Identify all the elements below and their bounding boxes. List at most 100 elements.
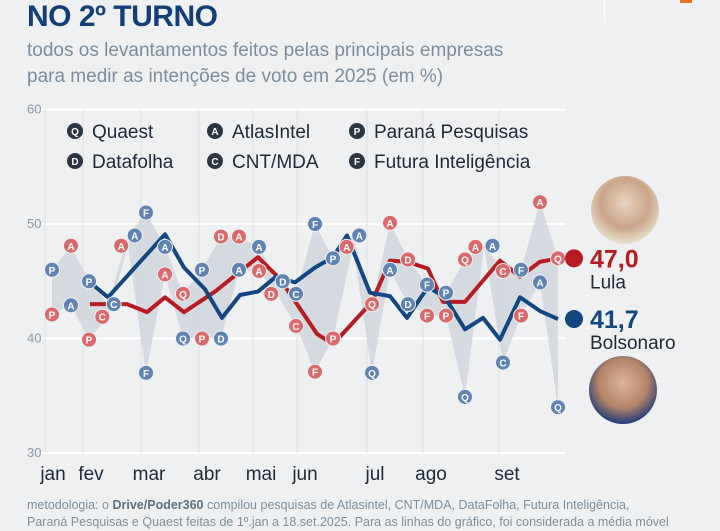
- poll-marker-letter: D: [279, 277, 286, 288]
- legend-label: Datafolha: [92, 152, 174, 173]
- poll-marker-bolsonaro: [175, 330, 191, 347]
- poll-marker-letter: P: [443, 289, 450, 300]
- legend-letter: C: [211, 157, 218, 168]
- methodology-note: metodologia: o Drive/Poder360 compilou p…: [27, 497, 669, 531]
- poll-marker-letter: P: [86, 277, 93, 288]
- note-line-1: compilou pesquisas de Atlasintel, CNT/MD…: [203, 498, 630, 512]
- poll-marker-letter: A: [536, 278, 543, 289]
- poll-marker-lula: [63, 237, 79, 254]
- divider: [604, 0, 605, 22]
- poll-marker-letter: Q: [179, 335, 187, 346]
- legend-icon: [207, 153, 223, 169]
- poll-marker-letter: F: [518, 266, 524, 277]
- poll-marker-bolsonaro: [63, 297, 79, 314]
- poll-marker-letter: A: [67, 242, 74, 253]
- note-prefix: metodologia: o: [27, 498, 113, 512]
- legend-label: Paraná Pesquisas: [374, 122, 528, 143]
- poll-marker-bolsonaro: [81, 273, 97, 290]
- poll-marker-bolsonaro: [138, 204, 154, 221]
- poll-marker-bolsonaro: [419, 276, 435, 293]
- y-tick-label: 50: [27, 216, 41, 231]
- poll-marker-bolsonaro: [325, 250, 341, 267]
- poll-marker-lula: [438, 307, 454, 324]
- poll-marker-lula: [81, 331, 97, 348]
- poll-marker-bolsonaro: [351, 227, 368, 244]
- legend-letter: F: [354, 157, 360, 168]
- poll-marker-letter: P: [49, 266, 56, 277]
- x-tick-label: set: [494, 464, 520, 485]
- poll-marker-bolsonaro: [251, 238, 267, 255]
- poll-marker-letter: A: [161, 270, 168, 281]
- poll-marker-letter: Q: [179, 290, 187, 301]
- poll-marker-lula: [251, 262, 267, 279]
- poll-marker-letter: P: [330, 254, 337, 265]
- poll-marker-letter: A: [131, 231, 138, 242]
- poll-marker-letter: A: [489, 242, 496, 253]
- legend-icon: [207, 123, 223, 139]
- poll-marker-letter: D: [404, 300, 411, 311]
- final-value: 41,7: [590, 306, 639, 334]
- legend-label: Quaest: [92, 122, 154, 143]
- poll-marker-letter: A: [386, 266, 393, 277]
- poll-marker-bolsonaro: [550, 399, 566, 416]
- poll-marker-lula: [457, 251, 473, 268]
- x-tick-label: jun: [291, 464, 317, 485]
- poll-marker-letter: A: [67, 301, 74, 312]
- poll-marker-lula: [419, 307, 435, 324]
- subtitle-line-2: para medir as intenções de voto em 2025 …: [27, 66, 444, 87]
- poll-marker-letter: C: [110, 300, 117, 311]
- legend-label: Futura Inteligência: [374, 152, 531, 173]
- end-dot-bolsonaro: [565, 310, 583, 329]
- poll-marker-letter: F: [312, 368, 318, 379]
- poll-marker-letter: D: [217, 335, 224, 346]
- poll-marker-letter: P: [49, 310, 56, 321]
- poll-marker-letter: Q: [554, 403, 562, 414]
- poll-marker-bolsonaro: [400, 296, 416, 313]
- poll-range-area: [52, 202, 558, 408]
- poll-marker-letter: A: [472, 243, 479, 254]
- poll-marker-letter: P: [330, 335, 337, 346]
- poll-marker-bolsonaro: [307, 216, 323, 232]
- poll-marker-bolsonaro: [213, 330, 229, 347]
- poll-marker-letter: P: [443, 312, 450, 323]
- x-tick-label: abr: [193, 464, 221, 485]
- poll-marker-lula: [364, 296, 380, 313]
- bolsonaro-photo: [589, 356, 657, 424]
- poll-marker-bolsonaro: [382, 261, 398, 278]
- poll-marker-letter: C: [292, 290, 299, 301]
- poll-marker-lula: [157, 266, 173, 283]
- x-tick-label: fev: [78, 464, 104, 485]
- note-source: Drive/Poder360: [112, 498, 204, 512]
- legend-icon: [67, 123, 83, 139]
- x-tick-label: mai: [246, 464, 277, 485]
- legend-icon: [67, 153, 83, 169]
- poll-marker-bolsonaro: [457, 388, 473, 405]
- poll-marker-letter: F: [424, 312, 430, 323]
- poll-marker-lula: [400, 251, 416, 268]
- poll-marker-bolsonaro: [532, 274, 548, 291]
- legend-letter: P: [354, 127, 361, 138]
- x-tick-label: jul: [364, 464, 384, 485]
- poll-marker-letter: C: [99, 313, 106, 324]
- poll-marker-bolsonaro: [194, 261, 210, 278]
- series-line-lula: [90, 255, 559, 347]
- poll-marker-lula: [513, 307, 529, 324]
- y-tick-label: 30: [27, 445, 41, 460]
- lula-photo: [591, 176, 659, 244]
- poll-marker-lula: [307, 363, 323, 380]
- poll-marker-bolsonaro: [105, 296, 122, 313]
- poll-marker-letter: D: [217, 233, 224, 244]
- legend-letter: Q: [71, 127, 79, 138]
- poll-marker-lula: [495, 262, 511, 279]
- x-tick-label: jan: [39, 464, 65, 485]
- chart-subtitle: todos os levantamentos feitos pelas prin…: [27, 38, 503, 90]
- poll-marker-lula: [338, 238, 355, 255]
- poll-marker-letter: Q: [554, 254, 562, 265]
- poll-marker-lula: [175, 285, 191, 302]
- logo-mark: [680, 0, 692, 3]
- poll-marker-letter: Q: [368, 300, 376, 311]
- poll-marker-letter: F: [424, 281, 430, 292]
